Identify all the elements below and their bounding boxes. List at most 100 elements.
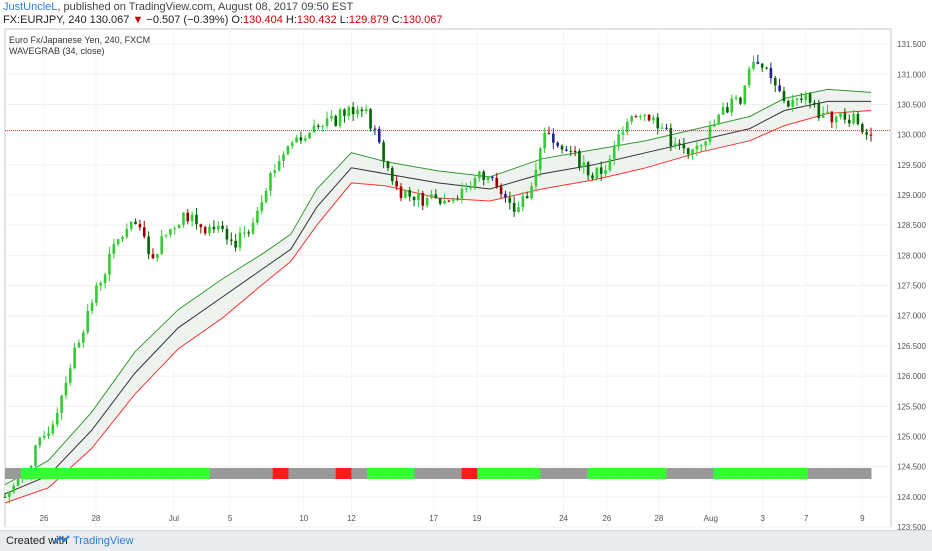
candle-body[interactable] xyxy=(425,198,429,206)
candle-body[interactable] xyxy=(421,193,425,206)
candle-body[interactable] xyxy=(756,61,760,64)
candle-body[interactable] xyxy=(90,302,94,311)
candle-body[interactable] xyxy=(260,202,264,211)
candle-body[interactable] xyxy=(308,132,311,139)
candle-body[interactable] xyxy=(682,144,686,149)
candle-body[interactable] xyxy=(565,149,568,151)
candle-body[interactable] xyxy=(847,119,851,124)
candle-body[interactable] xyxy=(652,117,655,121)
candle-body[interactable] xyxy=(47,433,50,436)
candle-body[interactable] xyxy=(599,167,603,174)
candle-body[interactable] xyxy=(604,170,607,174)
candle-body[interactable] xyxy=(330,115,333,119)
candle-body[interactable] xyxy=(195,214,198,225)
candle-body[interactable] xyxy=(369,109,372,129)
candle-body[interactable] xyxy=(434,194,438,199)
candle-body[interactable] xyxy=(621,132,625,135)
candle-body[interactable] xyxy=(95,285,98,303)
candle-body[interactable] xyxy=(630,116,633,122)
candle-body[interactable] xyxy=(591,175,594,179)
candle-body[interactable] xyxy=(512,202,516,212)
candle-body[interactable] xyxy=(573,150,577,152)
candle-body[interactable] xyxy=(464,188,468,190)
candle-body[interactable] xyxy=(186,212,190,222)
candle-body[interactable] xyxy=(38,437,42,446)
candle-body[interactable] xyxy=(478,171,481,179)
candle-body[interactable] xyxy=(125,228,129,238)
candle-body[interactable] xyxy=(3,496,7,498)
candle-body[interactable] xyxy=(256,210,259,223)
candle-body[interactable] xyxy=(743,85,747,104)
candle-body[interactable] xyxy=(238,232,242,248)
candle-body[interactable] xyxy=(360,109,364,112)
candle-body[interactable] xyxy=(356,109,359,115)
candle-body[interactable] xyxy=(203,227,207,234)
candle-body[interactable] xyxy=(251,222,255,234)
candle-body[interactable] xyxy=(552,133,555,143)
candle-body[interactable] xyxy=(669,128,673,147)
tradingview-brand-link[interactable]: TradingView xyxy=(73,535,134,547)
candle-body[interactable] xyxy=(199,224,203,228)
candle-body[interactable] xyxy=(129,221,133,229)
candle-body[interactable] xyxy=(147,236,150,255)
candle-body[interactable] xyxy=(404,190,407,198)
candle-body[interactable] xyxy=(312,125,316,133)
candle-body[interactable] xyxy=(364,109,368,112)
candle-body[interactable] xyxy=(860,123,864,133)
candle-body[interactable] xyxy=(51,424,55,434)
candle-body[interactable] xyxy=(482,171,485,180)
candle-body[interactable] xyxy=(391,167,394,182)
candle-body[interactable] xyxy=(765,67,768,69)
candle-body[interactable] xyxy=(343,109,346,116)
candle-body[interactable] xyxy=(713,124,716,127)
candle-body[interactable] xyxy=(77,342,81,348)
candle-body[interactable] xyxy=(856,113,860,124)
candle-body[interactable] xyxy=(16,478,20,486)
candle-body[interactable] xyxy=(708,126,712,142)
candle-body[interactable] xyxy=(208,226,211,234)
candle-body[interactable] xyxy=(469,186,472,189)
candle-body[interactable] xyxy=(686,148,690,155)
candle-body[interactable] xyxy=(804,93,808,100)
candle-body[interactable] xyxy=(386,161,390,168)
candle-body[interactable] xyxy=(303,138,307,141)
candle-body[interactable] xyxy=(647,114,651,121)
candle-body[interactable] xyxy=(86,310,89,333)
candle-body[interactable] xyxy=(626,121,629,133)
candle-body[interactable] xyxy=(852,113,855,124)
candle-body[interactable] xyxy=(673,143,677,147)
candle-body[interactable] xyxy=(382,142,385,162)
candle-body[interactable] xyxy=(60,395,63,413)
candle-body[interactable] xyxy=(643,114,647,117)
candle-body[interactable] xyxy=(34,445,37,466)
candle-body[interactable] xyxy=(55,412,59,425)
symbol-label[interactable]: FX:EURJPY, 240 xyxy=(3,14,87,26)
candle-body[interactable] xyxy=(695,145,699,150)
candle-body[interactable] xyxy=(177,224,181,229)
candle-body[interactable] xyxy=(791,100,794,107)
candle-body[interactable] xyxy=(586,162,590,176)
candle-body[interactable] xyxy=(495,178,499,187)
candle-body[interactable] xyxy=(8,491,11,497)
candle-body[interactable] xyxy=(508,197,512,203)
candle-body[interactable] xyxy=(173,228,177,230)
candle-body[interactable] xyxy=(417,193,420,201)
candle-body[interactable] xyxy=(156,253,159,259)
candle-body[interactable] xyxy=(839,112,842,117)
publisher-link[interactable]: JustUncleL xyxy=(3,1,58,13)
candle-body[interactable] xyxy=(834,116,838,123)
candle-body[interactable] xyxy=(813,102,816,104)
candle-body[interactable] xyxy=(543,132,546,149)
candle-body[interactable] xyxy=(843,112,847,120)
candle-body[interactable] xyxy=(865,132,868,135)
candle-body[interactable] xyxy=(243,232,246,234)
candle-body[interactable] xyxy=(438,198,442,204)
candle-body[interactable] xyxy=(317,125,320,127)
candle-body[interactable] xyxy=(399,186,403,198)
candle-body[interactable] xyxy=(504,193,507,198)
candle-body[interactable] xyxy=(73,347,76,369)
candle-body[interactable] xyxy=(247,232,250,234)
candle-body[interactable] xyxy=(221,225,224,229)
candle-body[interactable] xyxy=(182,212,185,225)
candle-body[interactable] xyxy=(334,115,338,126)
